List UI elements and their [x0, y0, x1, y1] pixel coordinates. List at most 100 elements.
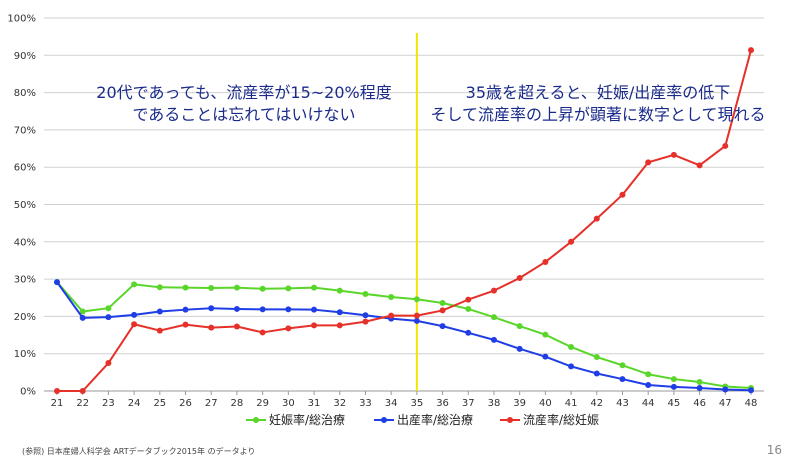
data-point	[542, 258, 549, 265]
data-point	[568, 238, 575, 245]
data-point	[182, 284, 189, 291]
x-tick-label: 29	[256, 398, 269, 409]
x-tick-label: 24	[128, 398, 141, 409]
data-point	[748, 47, 754, 54]
y-tick-label: 90%	[14, 51, 36, 62]
data-point	[233, 323, 240, 330]
data-point	[105, 360, 112, 367]
legend-swatch-dot	[507, 417, 513, 423]
data-point	[593, 370, 600, 377]
y-tick-label: 70%	[14, 125, 36, 136]
data-point	[156, 327, 163, 334]
data-point	[182, 321, 189, 328]
x-tick-label: 44	[642, 398, 655, 409]
x-tick-label: 21	[51, 398, 64, 409]
data-point	[105, 305, 112, 312]
x-tick-label: 43	[616, 398, 629, 409]
x-tick-label: 37	[462, 398, 475, 409]
x-tick-label: 38	[488, 398, 501, 409]
x-tick-label: 33	[359, 398, 372, 409]
data-point	[311, 306, 318, 313]
data-point	[131, 311, 138, 318]
series-line	[56, 281, 752, 392]
data-point	[388, 312, 395, 319]
data-point	[259, 329, 266, 336]
x-tick-label: 23	[102, 398, 115, 409]
annotation-right-line1: 35歳を超えると、妊娠/出産率の低下	[466, 83, 731, 102]
data-point	[413, 312, 420, 319]
data-point	[285, 306, 292, 313]
annotations: 20代であっても、流産率が15~20%程度 であることは忘れてはいけない 35歳…	[96, 83, 765, 124]
data-point	[362, 312, 369, 319]
data-point	[748, 387, 754, 394]
legend-label: 流産率/総妊娠	[523, 412, 599, 427]
series-3	[54, 47, 754, 394]
data-point	[336, 287, 343, 294]
data-point	[542, 331, 549, 338]
data-point	[722, 142, 729, 149]
data-point	[336, 309, 343, 316]
data-point	[439, 307, 446, 314]
series-line	[57, 49, 752, 392]
data-point	[182, 306, 189, 313]
y-tick-label: 60%	[14, 163, 36, 174]
data-point	[439, 299, 446, 306]
data-point	[696, 385, 703, 392]
data-point	[311, 322, 318, 329]
data-point	[233, 284, 240, 291]
y-tick-label: 0%	[20, 387, 36, 398]
data-point	[619, 191, 626, 198]
x-tick-label: 25	[153, 398, 166, 409]
data-point	[259, 285, 266, 292]
data-point	[645, 159, 652, 166]
x-tick-label: 27	[205, 398, 218, 409]
annotation-left-line1: 20代であっても、流産率が15~20%程度	[96, 83, 391, 102]
y-tick-label: 10%	[14, 349, 36, 360]
x-tick-label: 46	[693, 398, 706, 409]
y-tick-label: 80%	[14, 88, 36, 99]
data-point	[362, 291, 369, 298]
data-point	[413, 317, 420, 324]
data-point	[645, 371, 652, 378]
data-point	[670, 383, 677, 390]
data-point	[516, 345, 523, 352]
x-tick-label: 42	[590, 398, 603, 409]
y-tick-label: 100%	[7, 14, 36, 25]
annotation-right-line2: そして流産率の上昇が顕著に数字として現れる	[430, 105, 765, 124]
source-note: (参照) 日本産婦人科学会 ARTデータブック2015年 のデータより	[22, 447, 256, 456]
data-point	[79, 388, 86, 394]
legend-label: 出産率/総治療	[397, 412, 473, 427]
y-axis-ticks: 0% 10% 20% 30% 40% 50% 60% 70% 80% 90% 100%	[7, 14, 36, 398]
data-point	[388, 294, 395, 301]
data-point	[413, 296, 420, 303]
data-point	[696, 379, 703, 386]
data-point	[645, 382, 652, 389]
series-group	[54, 47, 754, 394]
x-tick-label: 30	[282, 398, 295, 409]
page-number: 16	[766, 443, 782, 457]
x-tick-label: 32	[333, 398, 346, 409]
series-line	[56, 281, 752, 390]
x-tick-label: 31	[308, 398, 321, 409]
x-tick-label: 34	[385, 398, 398, 409]
y-tick-label: 20%	[14, 312, 36, 323]
data-point	[54, 279, 60, 286]
x-tick-label: 40	[539, 398, 552, 409]
x-tick-label: 41	[565, 398, 578, 409]
x-tick-label: 26	[179, 398, 192, 409]
data-point	[542, 353, 549, 360]
data-point	[259, 306, 266, 313]
data-point	[670, 376, 677, 383]
data-point	[490, 314, 497, 321]
data-point	[593, 215, 600, 222]
data-point	[568, 343, 575, 350]
data-point	[439, 323, 446, 330]
data-point	[465, 329, 472, 336]
x-axis-ticks: 21 22 23 24 25 26 27 28 29 30 31 32 33 34 35 36 37 38 39 40…	[51, 391, 757, 409]
x-tick-label: 45	[668, 398, 681, 409]
series-2	[54, 279, 754, 394]
data-point	[54, 388, 60, 394]
data-point	[516, 274, 523, 281]
x-tick-label: 35	[410, 398, 423, 409]
data-point	[156, 284, 163, 291]
